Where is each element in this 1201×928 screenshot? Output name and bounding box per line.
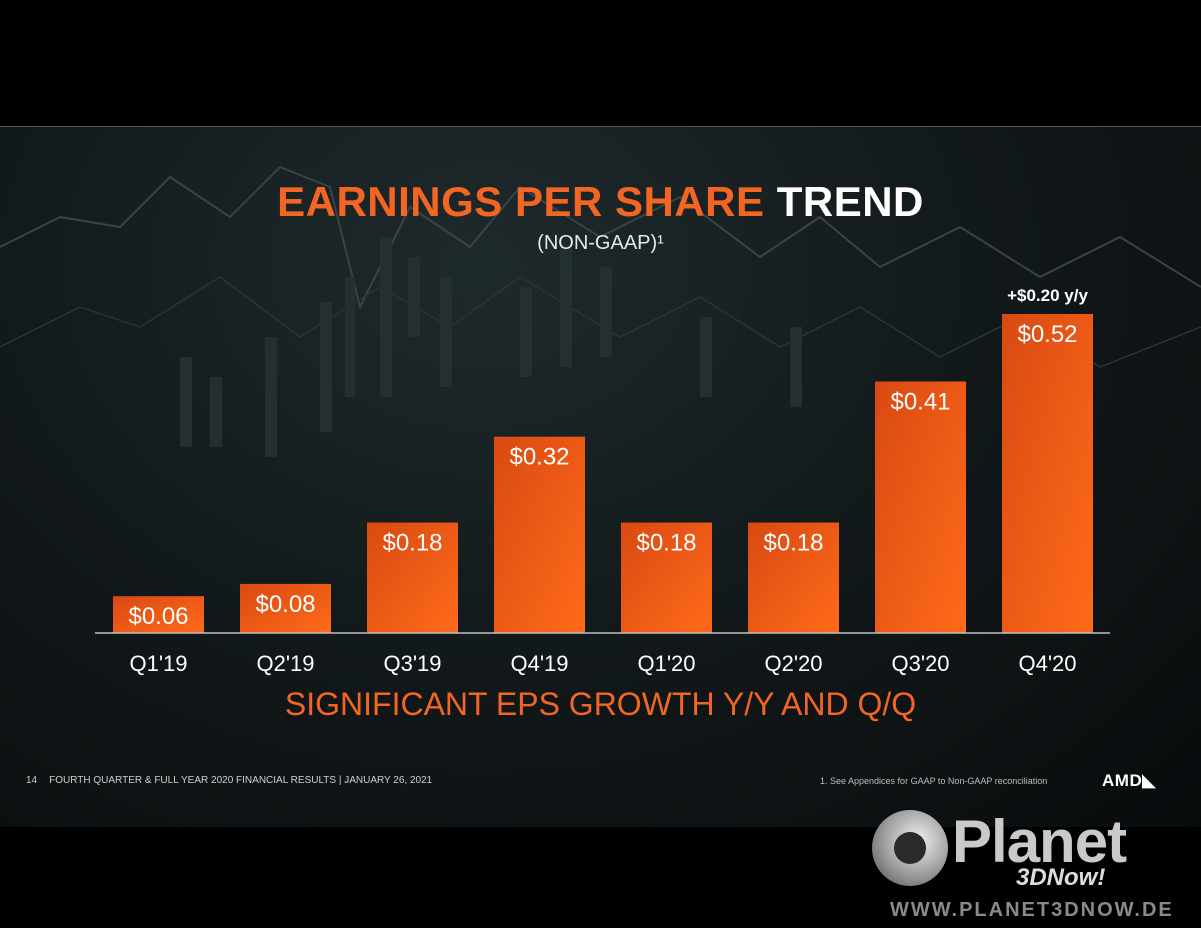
x-tick-label-Q3'20: Q3'20: [891, 651, 949, 676]
footer: 14 FOURTH QUARTER & FULL YEAR 2020 FINANC…: [26, 775, 432, 786]
data-label-Q4'20: $0.52: [1017, 321, 1077, 348]
footnote: 1. See Appendices for GAAP to Non-GAAP r…: [820, 776, 1048, 786]
x-tick-label-Q4'20: Q4'20: [1018, 651, 1076, 676]
bar-Q4'19: [494, 436, 585, 633]
data-label-Q2'19: $0.08: [255, 591, 315, 618]
growth-annotation: +$0.20 y/y: [1007, 286, 1088, 305]
background-stock-decoration: [0, 165, 1201, 457]
data-label-Q3'19: $0.18: [382, 530, 442, 557]
tagline: SIGNIFICANT EPS GROWTH Y/Y AND Q/Q: [284, 686, 917, 722]
watermark-logo-icon: [872, 810, 948, 886]
bar-Q4'20: [1002, 314, 1093, 633]
top-divider: [0, 126, 1201, 127]
x-tick-label-Q1'19: Q1'19: [129, 651, 187, 676]
data-label-Q1'20: $0.18: [636, 530, 696, 557]
data-label-Q3'20: $0.41: [890, 388, 950, 415]
data-label-Q2'20: $0.18: [763, 530, 823, 557]
chart-subtitle: (NON-GAAP)¹: [537, 232, 664, 254]
bar-Q1'20: [621, 522, 712, 633]
chart-title: EARNINGS PER SHARE TREND: [0, 178, 1201, 226]
bar-Q3'19: [367, 522, 458, 633]
title-rest: TREND: [776, 178, 924, 225]
x-tick-label-Q1'20: Q1'20: [637, 651, 695, 676]
footer-text: FOURTH QUARTER & FULL YEAR 2020 FINANCIA…: [49, 775, 433, 786]
x-tick-label-Q3'19: Q3'19: [383, 651, 441, 676]
x-tick-label-Q2'20: Q2'20: [764, 651, 822, 676]
top-band: [0, 0, 1201, 126]
x-tick-label-Q4'19: Q4'19: [510, 651, 568, 676]
bar-Q3'20: [875, 381, 966, 633]
watermark-name: Planet: [952, 808, 1127, 875]
data-label-Q1'19: $0.06: [128, 603, 188, 630]
title-accent: EARNINGS PER SHARE: [277, 178, 765, 225]
amd-logo: AMD◣: [1102, 771, 1156, 790]
bar-Q2'20: [748, 522, 839, 633]
page-number: 14: [26, 775, 38, 786]
bar-Q2'19: [240, 583, 331, 633]
slide-background: [0, 127, 1201, 827]
watermark-sub: 3DNow!: [1016, 864, 1106, 891]
data-label-Q4'19: $0.32: [509, 444, 569, 471]
x-tick-label-Q2'19: Q2'19: [256, 651, 314, 676]
bar-Q1'19: [113, 596, 204, 633]
watermark-url: WWW.PLANET3DNOW.DE: [890, 899, 1174, 921]
